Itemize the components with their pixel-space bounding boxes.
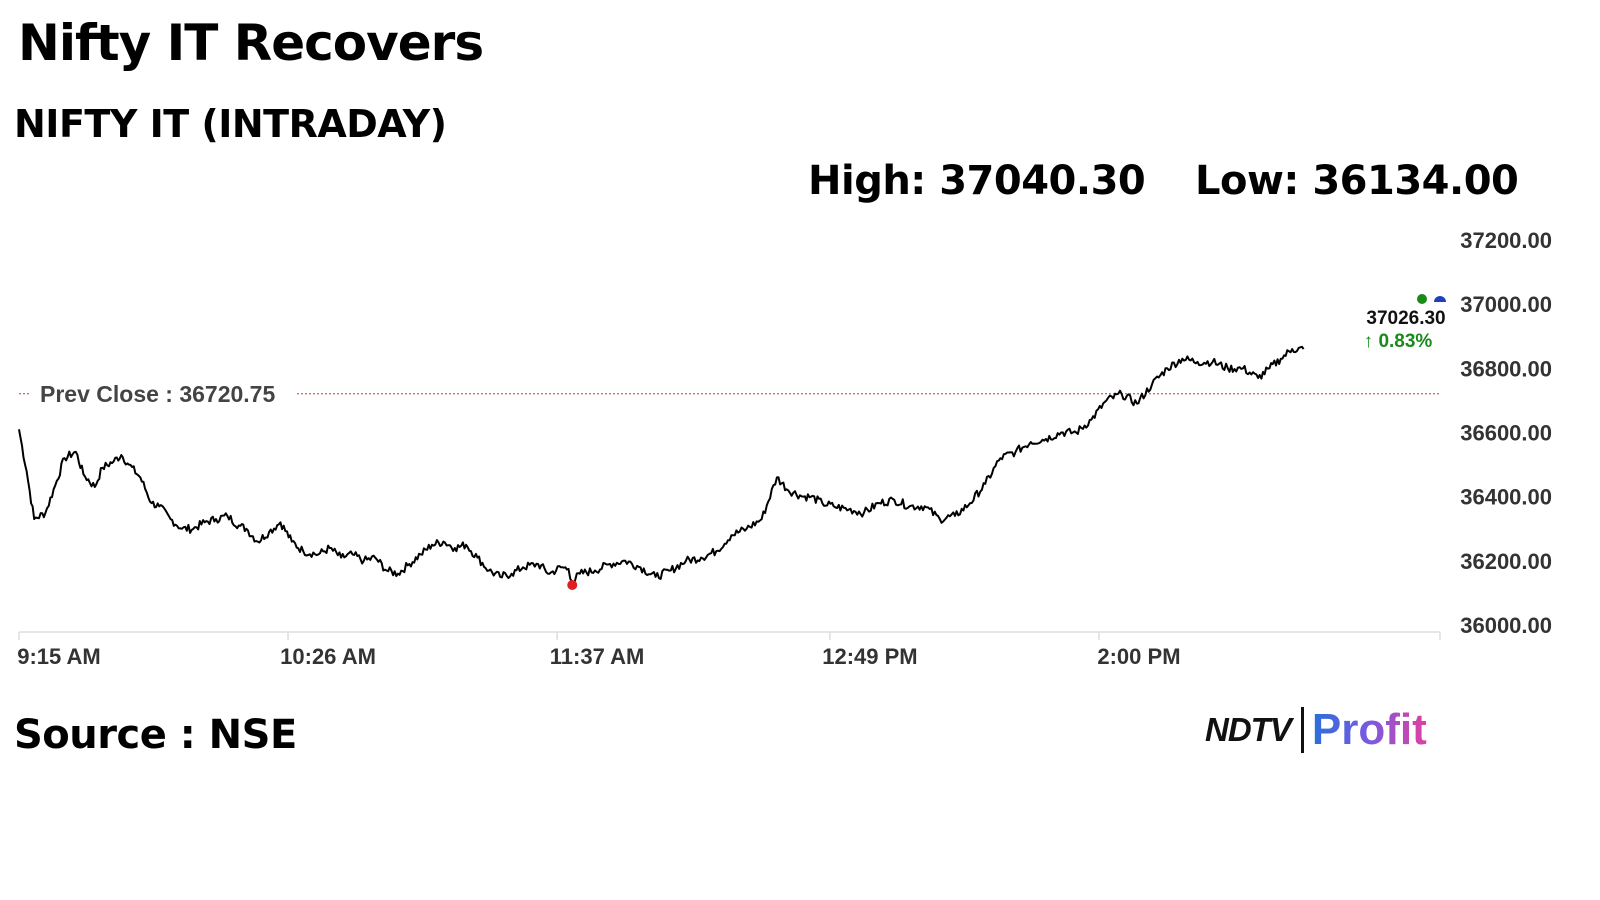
- last-value-label: 37026.30: [1366, 308, 1445, 329]
- x-axis: 9:15 AM 10:26 AM 11:37 AM 12:49 PM 2:00 PM: [17, 631, 1441, 669]
- y-tick-label: 36000.00: [1460, 613, 1552, 638]
- ndtv-profit-logo: NDTV Profit: [1205, 704, 1427, 756]
- x-tick-label: 11:37 AM: [550, 644, 645, 669]
- y-tick-label: 36200.00: [1460, 549, 1552, 574]
- markers-group: 37026.30↑ 0.83%: [567, 294, 1446, 591]
- prev-close-label: Prev Close : 36720.75: [40, 381, 275, 407]
- up-indicator-dot: [1417, 294, 1427, 304]
- logo-ndtv-text: NDTV: [1205, 711, 1292, 748]
- logo-profit-text: Profit: [1311, 705, 1427, 754]
- x-tick-label: 9:15 AM: [17, 644, 101, 669]
- series-group: [18, 345, 1305, 585]
- chart-title: Nifty IT Recovers: [18, 14, 484, 72]
- day-low-marker: [567, 580, 578, 591]
- change-percent-label: ↑ 0.83%: [1364, 331, 1433, 352]
- x-tick-label: 12:49 PM: [822, 644, 917, 669]
- y-axis: 36000.00 36200.00 36400.00 36600.00 36800.00…: [1460, 228, 1552, 638]
- y-tick-label: 37000.00: [1460, 292, 1552, 317]
- logo-divider: [1300, 707, 1304, 753]
- y-tick-label: 36800.00: [1460, 356, 1552, 381]
- y-tick-label: 37200.00: [1460, 228, 1552, 253]
- y-tick-label: 36600.00: [1460, 421, 1552, 446]
- nifty-it-price-line: [18, 345, 1305, 585]
- live-indicator-dot: [1434, 296, 1446, 302]
- source-note: Source : NSE: [14, 712, 297, 758]
- chart-subtitle: NIFTY IT (INTRADAY): [14, 102, 447, 146]
- day-high-stat: High: 37040.30: [808, 158, 1146, 204]
- x-tick-label: 10:26 AM: [280, 644, 376, 669]
- intraday-line-chart: 36000.00 36200.00 36400.00 36600.00 36800.00…: [17, 228, 1552, 669]
- day-low-stat: Low: 36134.00: [1195, 158, 1519, 204]
- prev-close-group: Prev Close : 36720.75: [19, 381, 1440, 407]
- y-tick-label: 36400.00: [1460, 485, 1552, 510]
- x-tick-label: 2:00 PM: [1097, 644, 1180, 669]
